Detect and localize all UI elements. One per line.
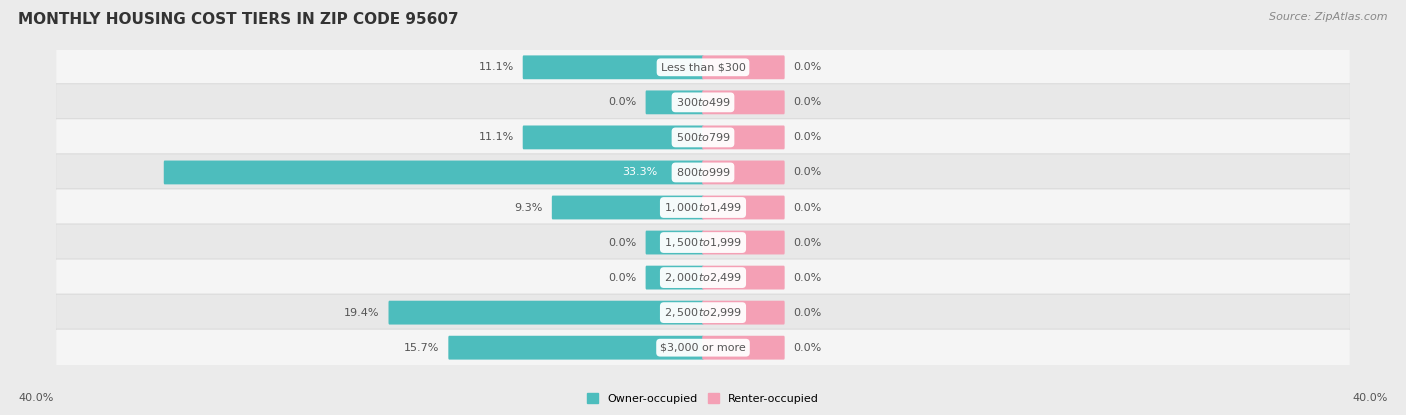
Text: $2,000 to $2,499: $2,000 to $2,499 [664, 271, 742, 284]
FancyBboxPatch shape [523, 56, 704, 79]
Text: 40.0%: 40.0% [18, 393, 53, 403]
FancyBboxPatch shape [388, 301, 704, 325]
Text: MONTHLY HOUSING COST TIERS IN ZIP CODE 95607: MONTHLY HOUSING COST TIERS IN ZIP CODE 9… [18, 12, 458, 27]
FancyBboxPatch shape [702, 90, 785, 114]
FancyBboxPatch shape [702, 231, 785, 254]
Text: $3,000 or more: $3,000 or more [661, 343, 745, 353]
Text: $500 to $799: $500 to $799 [675, 132, 731, 144]
FancyBboxPatch shape [163, 161, 704, 184]
Text: 33.3%: 33.3% [623, 168, 658, 178]
Text: 0.0%: 0.0% [793, 343, 821, 353]
Text: 0.0%: 0.0% [793, 168, 821, 178]
Text: 0.0%: 0.0% [793, 308, 821, 317]
Text: 11.1%: 11.1% [478, 62, 513, 72]
FancyBboxPatch shape [523, 125, 704, 149]
Text: 0.0%: 0.0% [793, 132, 821, 142]
Text: $300 to $499: $300 to $499 [675, 96, 731, 108]
Text: 0.0%: 0.0% [609, 237, 637, 247]
FancyBboxPatch shape [551, 195, 704, 220]
Text: 9.3%: 9.3% [515, 203, 543, 212]
FancyBboxPatch shape [56, 84, 1350, 121]
Text: 0.0%: 0.0% [793, 237, 821, 247]
FancyBboxPatch shape [56, 154, 1350, 191]
FancyBboxPatch shape [56, 224, 1350, 261]
Text: Source: ZipAtlas.com: Source: ZipAtlas.com [1270, 12, 1388, 22]
FancyBboxPatch shape [449, 336, 704, 359]
FancyBboxPatch shape [702, 125, 785, 149]
FancyBboxPatch shape [56, 329, 1350, 366]
Text: 0.0%: 0.0% [609, 273, 637, 283]
Text: Less than $300: Less than $300 [661, 62, 745, 72]
Text: 11.1%: 11.1% [478, 132, 513, 142]
Text: 0.0%: 0.0% [609, 98, 637, 107]
FancyBboxPatch shape [645, 266, 704, 290]
Legend: Owner-occupied, Renter-occupied: Owner-occupied, Renter-occupied [586, 393, 820, 404]
Text: 0.0%: 0.0% [793, 203, 821, 212]
Text: 0.0%: 0.0% [793, 98, 821, 107]
FancyBboxPatch shape [702, 56, 785, 79]
FancyBboxPatch shape [645, 231, 704, 254]
FancyBboxPatch shape [56, 119, 1350, 156]
Text: $800 to $999: $800 to $999 [675, 166, 731, 178]
Text: 15.7%: 15.7% [404, 343, 440, 353]
FancyBboxPatch shape [702, 266, 785, 290]
FancyBboxPatch shape [702, 301, 785, 325]
FancyBboxPatch shape [56, 189, 1350, 226]
Text: $1,500 to $1,999: $1,500 to $1,999 [664, 236, 742, 249]
Text: $2,500 to $2,999: $2,500 to $2,999 [664, 306, 742, 319]
FancyBboxPatch shape [702, 195, 785, 220]
FancyBboxPatch shape [702, 161, 785, 184]
Text: 0.0%: 0.0% [793, 62, 821, 72]
FancyBboxPatch shape [702, 336, 785, 359]
FancyBboxPatch shape [56, 294, 1350, 331]
FancyBboxPatch shape [56, 259, 1350, 296]
Text: 40.0%: 40.0% [1353, 393, 1388, 403]
FancyBboxPatch shape [56, 49, 1350, 86]
Text: 0.0%: 0.0% [793, 273, 821, 283]
FancyBboxPatch shape [645, 90, 704, 114]
Text: $1,000 to $1,499: $1,000 to $1,499 [664, 201, 742, 214]
Text: 19.4%: 19.4% [344, 308, 380, 317]
